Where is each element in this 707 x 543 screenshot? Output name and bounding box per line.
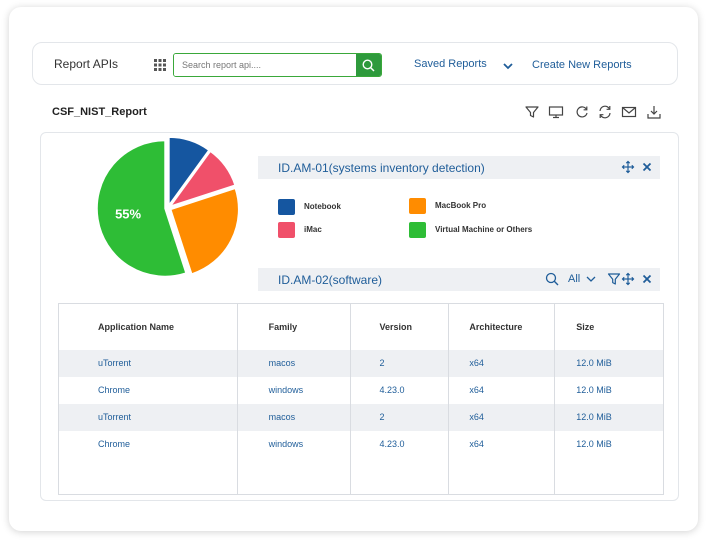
filter-icon[interactable] xyxy=(524,104,540,120)
cell-family: windows xyxy=(237,430,352,458)
report-title: CSF_NIST_Report xyxy=(52,106,147,118)
legend-swatch xyxy=(409,222,426,238)
search-box xyxy=(173,53,382,77)
monitor-icon[interactable] xyxy=(548,104,564,120)
download-icon[interactable] xyxy=(646,104,662,120)
mail-icon[interactable] xyxy=(621,104,637,120)
table-empty-row xyxy=(58,457,664,495)
section-header-id-am-02: ID.AM-02(software) All xyxy=(258,268,660,291)
chevron-down-icon[interactable] xyxy=(584,272,598,286)
column-header[interactable]: Size xyxy=(554,303,664,350)
cell-version: 2 xyxy=(350,403,450,431)
cell-architecture: x64 xyxy=(448,349,556,377)
cell-family: windows xyxy=(237,376,352,404)
cell-family: macos xyxy=(237,349,352,377)
cell-family: macos xyxy=(237,403,352,431)
table-row[interactable]: uTorrent macos 2 x64 12.0 MiB xyxy=(58,349,664,377)
cell-version: 4.23.0 xyxy=(350,430,450,458)
cell-size: 12.0 MiB xyxy=(554,403,664,431)
legend-label: Notebook xyxy=(304,202,341,211)
pie-chart: 55% xyxy=(96,137,240,278)
table-row[interactable]: uTorrent macos 2 x64 12.0 MiB xyxy=(58,403,664,431)
table-row[interactable]: Chrome windows 4.23.0 x64 12.0 MiB xyxy=(58,376,664,404)
search-icon xyxy=(362,58,375,72)
page-title: Report APIs xyxy=(54,57,119,71)
software-table: Application Name Family Version Architec… xyxy=(58,303,664,495)
cell-application-name: uTorrent xyxy=(58,349,238,377)
legend-swatch xyxy=(409,198,426,214)
cell-version: 4.23.0 xyxy=(350,376,450,404)
cell-application-name: Chrome xyxy=(58,376,238,404)
search-button[interactable] xyxy=(356,54,381,76)
filter-select[interactable]: All xyxy=(568,273,581,285)
close-icon[interactable] xyxy=(640,272,654,286)
legend-swatch xyxy=(278,222,295,238)
legend-label: Virtual Machine or Others xyxy=(435,225,533,234)
cell-application-name: Chrome xyxy=(58,430,238,458)
reload-icon[interactable] xyxy=(574,104,590,120)
chevron-down-icon[interactable] xyxy=(502,61,514,71)
pie-slice-macbook-pro[interactable] xyxy=(169,187,240,275)
cell-architecture: x64 xyxy=(448,403,556,431)
cell-size: 12.0 MiB xyxy=(554,430,664,458)
cell-architecture: x64 xyxy=(448,376,556,404)
section-title: ID.AM-01(systems inventory detection) xyxy=(278,161,485,175)
move-icon[interactable] xyxy=(621,272,635,286)
section-header-id-am-01: ID.AM-01(systems inventory detection) xyxy=(258,156,660,179)
pie-slice-imac[interactable] xyxy=(168,150,237,208)
cell-size: 12.0 MiB xyxy=(554,376,664,404)
top-bar: Report APIs Saved Reports Create New Rep… xyxy=(32,42,678,85)
section-title: ID.AM-02(software) xyxy=(278,273,383,287)
column-header[interactable]: Application Name xyxy=(58,303,238,350)
sync-icon[interactable] xyxy=(597,104,613,120)
search-icon[interactable] xyxy=(545,272,559,286)
legend-label: MacBook Pro xyxy=(435,201,487,210)
cell-application-name: uTorrent xyxy=(58,403,238,431)
cell-architecture: x64 xyxy=(448,430,556,458)
legend-swatch xyxy=(278,199,295,215)
cell-size: 12.0 MiB xyxy=(554,349,664,377)
pie-data-label: 55% xyxy=(115,206,141,221)
pie-slice-virtual-machine-or-others[interactable] xyxy=(96,139,187,278)
cell-version: 2 xyxy=(350,349,450,377)
filter-icon[interactable] xyxy=(607,272,621,286)
move-icon[interactable] xyxy=(621,160,635,174)
column-header[interactable]: Architecture xyxy=(448,303,556,350)
legend-label: iMac xyxy=(304,225,322,234)
saved-reports-dropdown[interactable]: Saved Reports xyxy=(414,58,487,70)
search-input[interactable] xyxy=(174,54,357,76)
table-row[interactable]: Chrome windows 4.23.0 x64 12.0 MiB xyxy=(58,430,664,458)
pie-slice-notebook[interactable] xyxy=(168,137,210,208)
table-header-row: Application Name Family Version Architec… xyxy=(58,303,664,350)
column-header[interactable]: Version xyxy=(350,303,450,350)
column-header[interactable]: Family xyxy=(237,303,352,350)
grid-icon[interactable] xyxy=(154,59,166,71)
close-icon[interactable] xyxy=(640,160,654,174)
create-new-reports-link[interactable]: Create New Reports xyxy=(532,59,632,71)
